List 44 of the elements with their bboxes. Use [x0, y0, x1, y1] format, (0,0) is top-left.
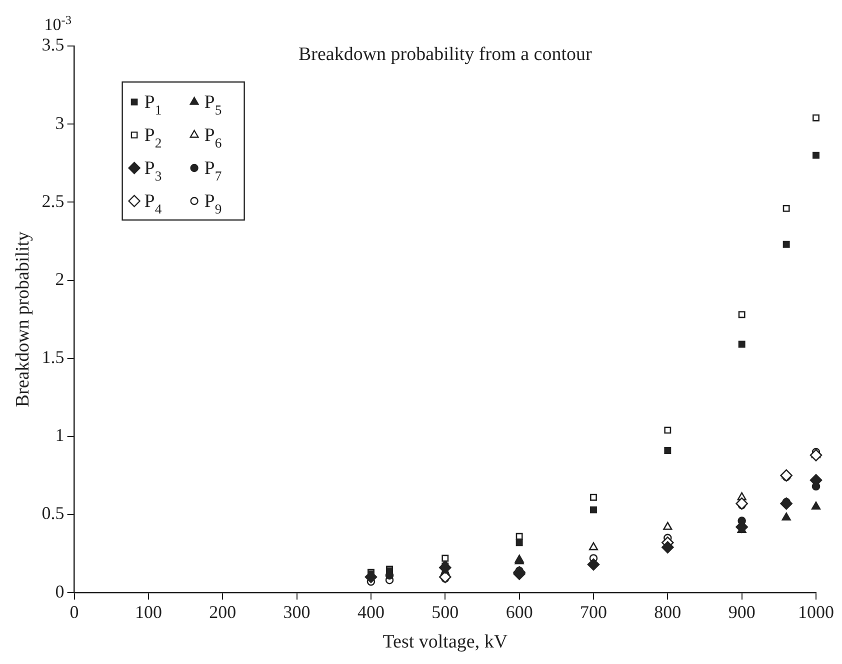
- x-axis-title: Test voltage, kV: [382, 632, 508, 653]
- point: [780, 497, 792, 510]
- y-tick-label: 3.5: [42, 34, 64, 55]
- y-tick-label: 0.5: [42, 503, 64, 524]
- point: [662, 541, 674, 554]
- point: [590, 494, 597, 501]
- point: [516, 532, 523, 540]
- x-tick-label: 500: [432, 602, 459, 622]
- point: [588, 542, 598, 550]
- x-tick-label: 0: [70, 602, 79, 622]
- x-tick-label: 100: [134, 602, 162, 622]
- point: [442, 554, 449, 562]
- point: [812, 114, 820, 122]
- point: [736, 497, 748, 510]
- point: [738, 311, 746, 318]
- point: [810, 449, 822, 462]
- y-tick-label: 2: [55, 268, 64, 289]
- point: [811, 502, 821, 510]
- y-tick-label: 2.5: [42, 190, 64, 211]
- x-tick-label: 800: [654, 602, 682, 622]
- y-tick-label: 3: [55, 112, 64, 133]
- x-tick-label: 900: [728, 602, 756, 622]
- y-tick-label: 0: [55, 581, 64, 602]
- y-tick-label: 1.5: [42, 347, 64, 368]
- y-tick-label: 1: [55, 425, 64, 446]
- point: [738, 340, 746, 348]
- point: [663, 522, 672, 530]
- x-tick-label: 300: [283, 602, 310, 622]
- x-tick-label: 1000: [798, 602, 834, 622]
- point: [782, 204, 790, 212]
- point: [782, 512, 791, 521]
- point: [587, 558, 600, 571]
- chart-title: Breakdown probability from a contour: [298, 44, 593, 65]
- point: [516, 539, 523, 546]
- point: [664, 447, 672, 454]
- x-tick-label: 200: [209, 602, 236, 622]
- x-tick-label: 700: [580, 602, 607, 622]
- point: [782, 240, 790, 248]
- x-tick-label: 600: [506, 602, 533, 622]
- point: [812, 152, 820, 159]
- point: [664, 426, 672, 434]
- point: [590, 506, 597, 514]
- x-tick-label: 400: [357, 602, 384, 622]
- y-axis-title: Breakdown probability: [12, 230, 34, 408]
